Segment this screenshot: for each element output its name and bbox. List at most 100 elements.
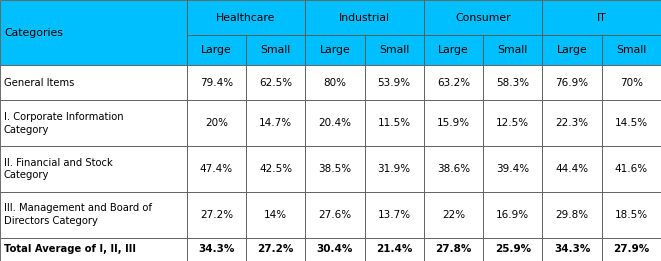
Bar: [602, 100, 661, 146]
Bar: [543, 65, 602, 100]
Bar: [0, 192, 186, 238]
Text: 31.9%: 31.9%: [377, 164, 410, 174]
Bar: [483, 35, 543, 65]
Bar: [186, 0, 305, 35]
Text: Small: Small: [498, 45, 528, 55]
Text: Large: Large: [201, 45, 232, 55]
Text: 42.5%: 42.5%: [259, 164, 292, 174]
Text: 14.5%: 14.5%: [615, 118, 648, 128]
Text: 63.2%: 63.2%: [437, 78, 470, 88]
Text: Large: Large: [319, 45, 350, 55]
Bar: [602, 238, 661, 261]
Bar: [483, 238, 543, 261]
Text: 27.2%: 27.2%: [200, 210, 233, 220]
Bar: [365, 146, 424, 192]
Text: 27.6%: 27.6%: [319, 210, 352, 220]
Bar: [186, 35, 246, 65]
Bar: [543, 100, 602, 146]
Bar: [424, 65, 483, 100]
Text: 70%: 70%: [620, 78, 643, 88]
Bar: [424, 100, 483, 146]
Bar: [305, 146, 365, 192]
Bar: [0, 0, 186, 65]
Bar: [365, 35, 424, 65]
Text: I. Corporate Information
Category: I. Corporate Information Category: [4, 112, 124, 134]
Text: 53.9%: 53.9%: [377, 78, 410, 88]
Bar: [0, 100, 186, 146]
Bar: [365, 238, 424, 261]
Text: 11.5%: 11.5%: [377, 118, 410, 128]
Text: 47.4%: 47.4%: [200, 164, 233, 174]
Bar: [483, 65, 543, 100]
Bar: [305, 0, 424, 35]
Text: 27.2%: 27.2%: [257, 244, 294, 254]
Text: 20.4%: 20.4%: [319, 118, 352, 128]
Text: Consumer: Consumer: [455, 13, 511, 23]
Bar: [483, 100, 543, 146]
Text: 20%: 20%: [205, 118, 228, 128]
Bar: [424, 238, 483, 261]
Bar: [305, 100, 365, 146]
Bar: [246, 238, 305, 261]
Text: 27.9%: 27.9%: [613, 244, 650, 254]
Bar: [602, 146, 661, 192]
Bar: [246, 192, 305, 238]
Text: 12.5%: 12.5%: [496, 118, 529, 128]
Bar: [424, 0, 543, 35]
Text: Large: Large: [438, 45, 469, 55]
Text: 39.4%: 39.4%: [496, 164, 529, 174]
Bar: [246, 146, 305, 192]
Text: 13.7%: 13.7%: [377, 210, 410, 220]
Text: 22.3%: 22.3%: [555, 118, 589, 128]
Text: Categories: Categories: [4, 28, 63, 38]
Text: 79.4%: 79.4%: [200, 78, 233, 88]
Bar: [543, 0, 661, 35]
Bar: [246, 65, 305, 100]
Text: 41.6%: 41.6%: [615, 164, 648, 174]
Text: 14.7%: 14.7%: [259, 118, 292, 128]
Text: 62.5%: 62.5%: [259, 78, 292, 88]
Text: 16.9%: 16.9%: [496, 210, 529, 220]
Text: Large: Large: [557, 45, 588, 55]
Text: Small: Small: [260, 45, 291, 55]
Bar: [0, 146, 186, 192]
Bar: [246, 100, 305, 146]
Text: 80%: 80%: [323, 78, 346, 88]
Text: 76.9%: 76.9%: [555, 78, 589, 88]
Bar: [186, 100, 246, 146]
Bar: [543, 238, 602, 261]
Text: Small: Small: [379, 45, 409, 55]
Bar: [186, 65, 246, 100]
Text: 15.9%: 15.9%: [437, 118, 470, 128]
Bar: [365, 100, 424, 146]
Text: Total Average of I, II, III: Total Average of I, II, III: [4, 244, 136, 254]
Text: 18.5%: 18.5%: [615, 210, 648, 220]
Text: 44.4%: 44.4%: [555, 164, 589, 174]
Bar: [305, 65, 365, 100]
Bar: [305, 35, 365, 65]
Text: 58.3%: 58.3%: [496, 78, 529, 88]
Text: General Items: General Items: [4, 78, 74, 88]
Text: 30.4%: 30.4%: [317, 244, 353, 254]
Text: Small: Small: [616, 45, 646, 55]
Text: IT: IT: [597, 13, 607, 23]
Text: 34.3%: 34.3%: [198, 244, 235, 254]
Bar: [424, 35, 483, 65]
Text: III. Management and Board of
Directors Category: III. Management and Board of Directors C…: [4, 204, 152, 226]
Text: 38.5%: 38.5%: [319, 164, 352, 174]
Bar: [602, 65, 661, 100]
Bar: [186, 192, 246, 238]
Text: 34.3%: 34.3%: [554, 244, 590, 254]
Bar: [543, 192, 602, 238]
Bar: [543, 35, 602, 65]
Text: 27.8%: 27.8%: [436, 244, 472, 254]
Bar: [483, 146, 543, 192]
Bar: [424, 146, 483, 192]
Text: II. Financial and Stock
Category: II. Financial and Stock Category: [4, 158, 113, 180]
Text: 25.9%: 25.9%: [494, 244, 531, 254]
Bar: [424, 192, 483, 238]
Bar: [186, 146, 246, 192]
Text: 29.8%: 29.8%: [555, 210, 589, 220]
Text: 21.4%: 21.4%: [376, 244, 412, 254]
Text: Healthcare: Healthcare: [216, 13, 276, 23]
